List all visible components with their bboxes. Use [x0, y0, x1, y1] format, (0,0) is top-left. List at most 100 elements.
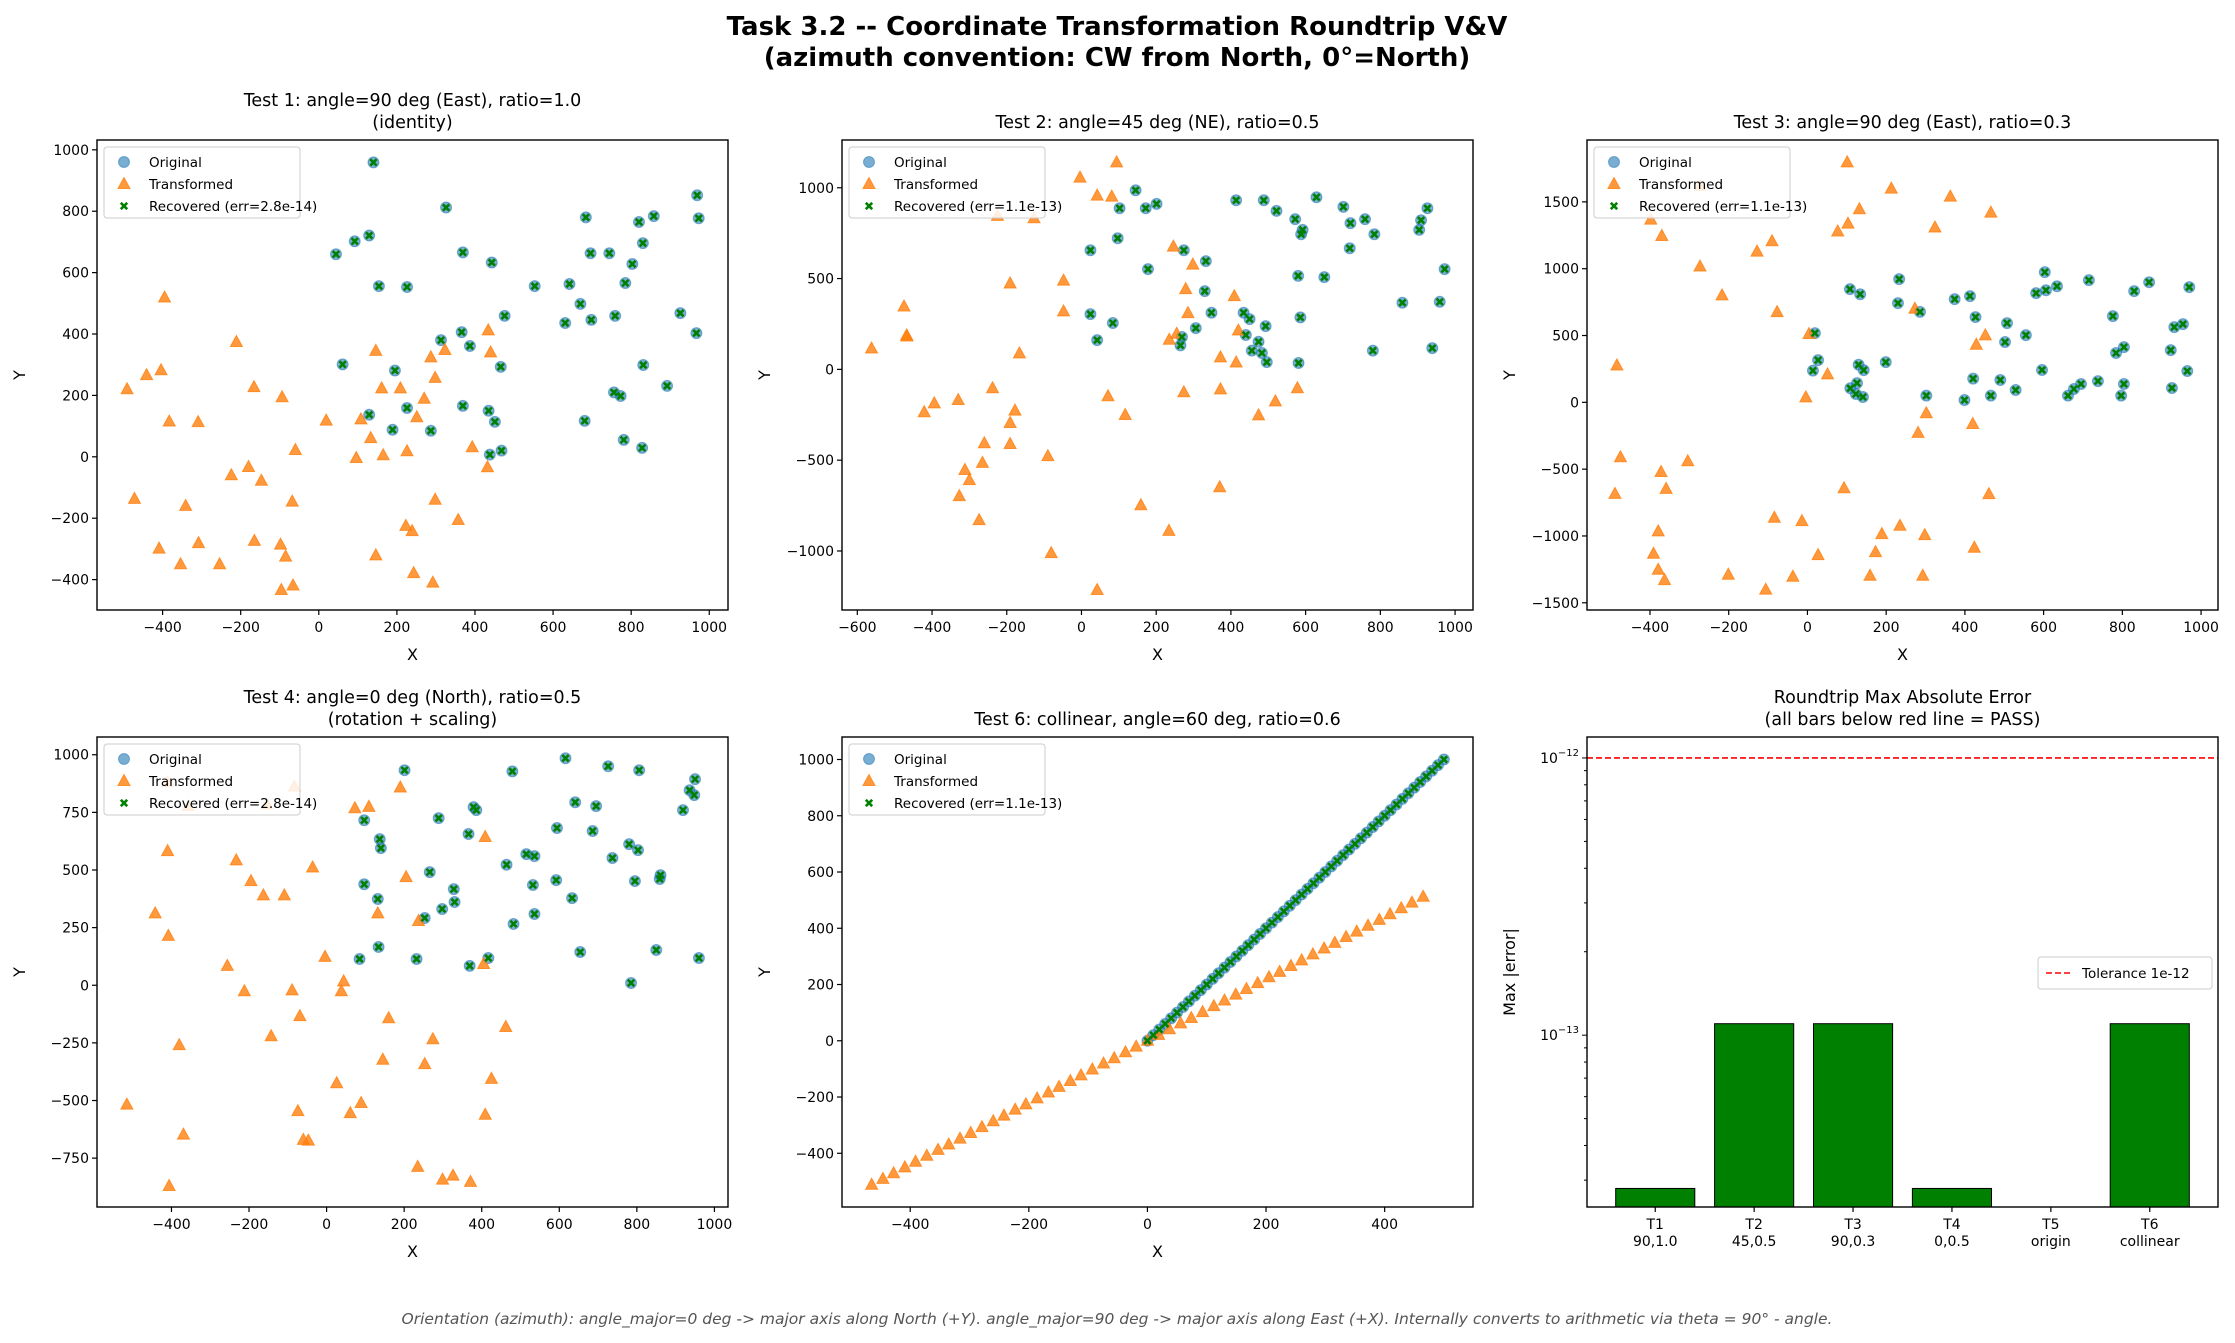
transformed-point — [1786, 569, 1800, 582]
recovered-point — [1965, 291, 1975, 301]
legend-marker-circle — [118, 156, 130, 168]
footnote: Orientation (azimuth): angle_major=0 deg… — [402, 1310, 1833, 1329]
transformed-point — [428, 370, 442, 383]
y-tick-label: 0 — [825, 1034, 834, 1050]
recovered-point — [1380, 811, 1389, 820]
recovered-point — [2185, 283, 2194, 292]
recovered-point — [1360, 215, 1370, 224]
x-tick-label: 0 — [1143, 1217, 1152, 1233]
transformed-point — [1693, 259, 1707, 272]
x-tick-label: 0 — [1803, 620, 1812, 636]
y-tick-label: −500 — [51, 1094, 89, 1110]
legend-label: Tolerance 1e-12 — [2081, 966, 2190, 982]
plot-area — [1608, 154, 2196, 595]
x-tick-label: 800 — [623, 1217, 650, 1233]
recovered-point — [1345, 244, 1354, 253]
scatter-subplot-2: Test 2: angle=45 deg (NE), ratio=0.5 −600… — [755, 113, 1474, 664]
transformed-point — [381, 1010, 396, 1024]
transformed-point — [962, 472, 977, 486]
x-tick-label: 600 — [2030, 620, 2057, 636]
transformed-point — [410, 1159, 425, 1172]
y-tick-label: −400 — [796, 1146, 834, 1162]
transformed-point — [1056, 273, 1071, 286]
legend-marker-circle — [863, 156, 875, 168]
x-tick-label: 0,0.5 — [1934, 1234, 1970, 1250]
transformed-point — [285, 982, 299, 996]
recovered-point — [1374, 817, 1383, 826]
legend-label: Original — [894, 155, 947, 171]
transformed-point — [1109, 154, 1124, 168]
recovered-point — [484, 406, 493, 415]
subplot-title: (rotation + scaling) — [328, 710, 497, 730]
y-tick-label: 1500 — [1543, 195, 1579, 211]
x-axis-label: X — [1897, 645, 1908, 664]
transformed-point — [417, 1056, 432, 1070]
transformed-point — [1052, 1079, 1066, 1092]
y-tick-label: 1000 — [798, 753, 834, 769]
recovered-point — [1435, 297, 1444, 306]
transformed-point — [1107, 1050, 1122, 1064]
recovered-point — [619, 435, 628, 445]
transformed-point — [1173, 1015, 1188, 1029]
transformed-point — [363, 430, 378, 444]
subplot-title: Test 2: angle=45 deg (NE), ratio=0.5 — [995, 113, 1320, 133]
recovered-point — [1208, 974, 1217, 984]
recovered-point — [2076, 379, 2086, 389]
recovered-point — [655, 874, 664, 884]
transformed-point — [1416, 889, 1431, 902]
legend-label: Original — [894, 752, 947, 768]
recovered-point — [522, 849, 531, 859]
transformed-point — [1166, 239, 1181, 252]
transformed-point — [425, 575, 440, 588]
recovered-point — [457, 328, 466, 337]
y-tick-label: 600 — [62, 266, 89, 282]
y-tick-label: 200 — [807, 978, 834, 994]
transformed-point — [1272, 964, 1287, 977]
transformed-point — [319, 413, 334, 426]
x-tick-label: 1000 — [1437, 620, 1473, 636]
transformed-point — [498, 1019, 513, 1032]
recovered-point — [621, 278, 630, 288]
recovered-point — [1895, 274, 1904, 284]
y-tick-label: −200 — [796, 1090, 834, 1106]
recovered-point — [678, 805, 688, 815]
recovered-point — [355, 954, 364, 964]
figure-title-line2: (azimuth convention: CW from North, 0°=N… — [764, 43, 1471, 73]
recovered-point — [2167, 383, 2177, 393]
recovered-point — [1339, 202, 1348, 211]
transformed-point — [241, 459, 256, 472]
recovered-point — [530, 909, 539, 919]
axes-frame — [96, 139, 729, 611]
recovered-point — [1410, 783, 1419, 792]
recovered-point — [1177, 332, 1187, 342]
legend-marker-circle — [863, 753, 875, 765]
recovered-point — [1247, 346, 1256, 355]
transformed-point — [1837, 480, 1851, 494]
transformed-point — [1227, 288, 1242, 302]
recovered-point — [630, 876, 640, 886]
series-x — [355, 754, 704, 988]
y-tick-label: 1000 — [798, 181, 834, 197]
transformed-point — [1056, 303, 1071, 317]
plot-area — [864, 154, 1451, 596]
recovered-point — [490, 417, 500, 426]
transformed-point — [1229, 354, 1243, 368]
y-tick-label: 500 — [1552, 329, 1579, 345]
plot-area — [1587, 757, 2218, 1207]
transformed-point — [1915, 568, 1930, 581]
transformed-point — [1003, 275, 1017, 289]
recovered-point — [637, 443, 647, 453]
recovered-point — [1386, 806, 1395, 815]
recovered-point — [1960, 395, 1969, 405]
recovered-point — [1986, 391, 1995, 400]
transformed-point — [400, 443, 414, 457]
transformed-point — [483, 344, 498, 358]
recovered-point — [580, 416, 589, 426]
y-tick-label: 400 — [62, 327, 89, 343]
transformed-point — [1008, 403, 1022, 416]
recovered-point — [1356, 834, 1366, 843]
transformed-point — [1251, 407, 1266, 421]
legend-box — [1593, 146, 1791, 219]
x-tick-label: 200 — [384, 620, 411, 636]
x-tick-label: T2 — [1744, 1217, 1762, 1233]
